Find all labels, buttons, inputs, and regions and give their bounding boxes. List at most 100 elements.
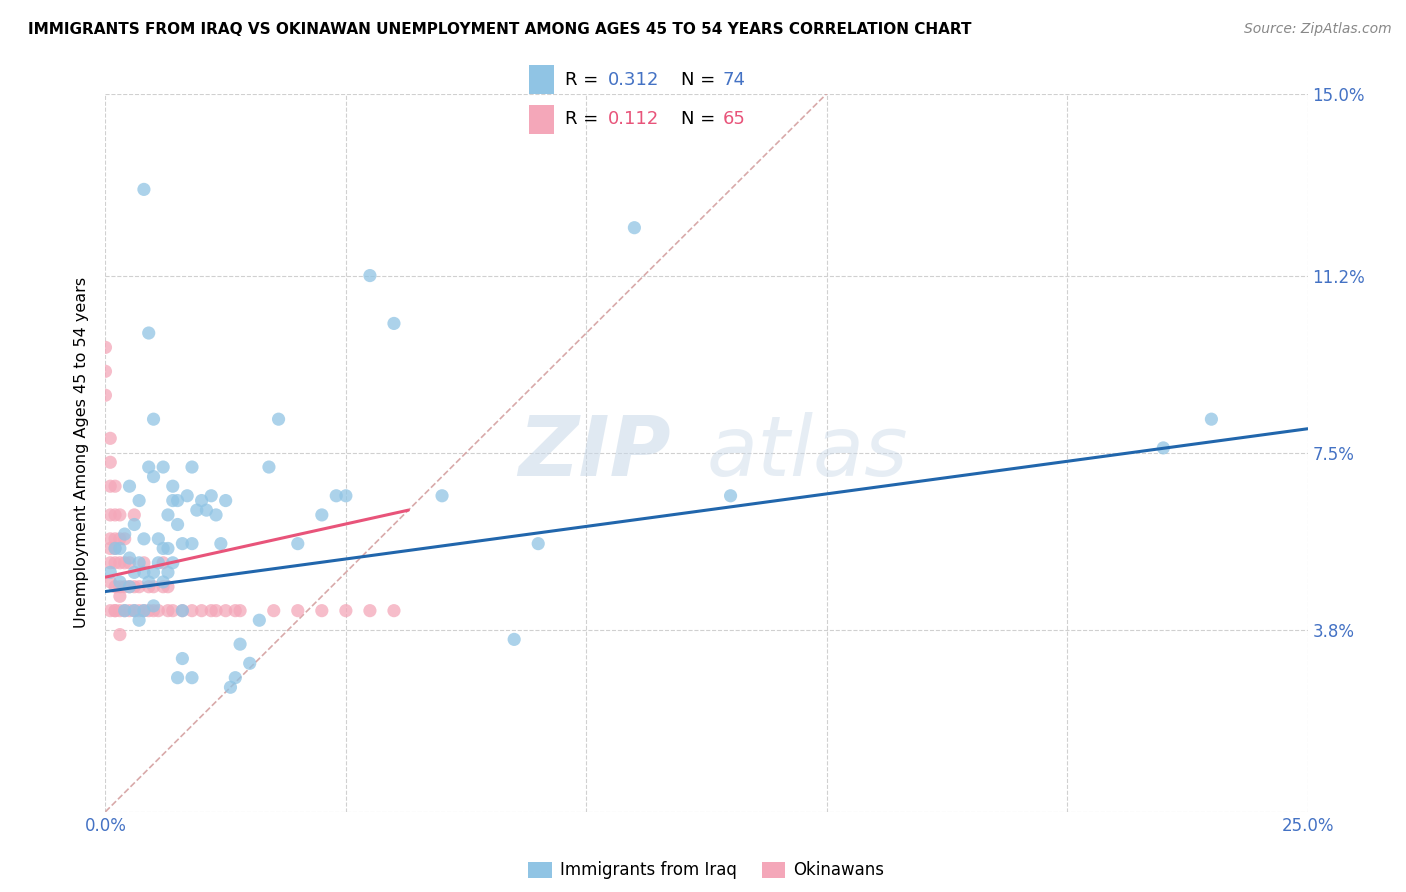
Point xyxy=(148,556,170,570)
Point xyxy=(124,604,146,618)
Point xyxy=(156,541,179,556)
Point xyxy=(98,541,121,556)
Point xyxy=(224,604,246,618)
Point xyxy=(132,556,155,570)
Point xyxy=(114,604,136,618)
Point xyxy=(214,604,236,618)
Point xyxy=(118,479,141,493)
Point xyxy=(172,651,194,665)
Point xyxy=(287,604,309,618)
Point xyxy=(114,604,136,618)
Point xyxy=(156,508,179,522)
Point xyxy=(108,556,131,570)
Point xyxy=(132,604,155,618)
Point xyxy=(118,580,141,594)
Point xyxy=(118,604,141,618)
Point xyxy=(98,508,121,522)
Point xyxy=(118,580,141,594)
Point xyxy=(98,455,121,469)
Point xyxy=(152,460,174,475)
Point xyxy=(108,627,131,641)
Text: R =: R = xyxy=(565,70,605,88)
Point xyxy=(527,536,550,550)
Point xyxy=(98,566,121,580)
Point xyxy=(720,489,742,503)
Point xyxy=(152,556,174,570)
Text: N =: N = xyxy=(681,111,720,128)
Bar xyxy=(529,104,554,134)
Point xyxy=(142,412,165,426)
Point xyxy=(382,317,405,331)
Point xyxy=(623,220,645,235)
Point xyxy=(132,604,155,618)
Point xyxy=(108,589,131,603)
Point xyxy=(132,532,155,546)
Point xyxy=(98,556,121,570)
Point xyxy=(172,604,194,618)
Point xyxy=(142,599,165,613)
Point xyxy=(205,604,228,618)
Point xyxy=(311,604,333,618)
Text: atlas: atlas xyxy=(707,412,908,493)
Point xyxy=(94,364,117,378)
Point xyxy=(162,556,184,570)
Text: 0.112: 0.112 xyxy=(607,111,658,128)
Point xyxy=(124,508,146,522)
Point xyxy=(132,182,155,196)
Point xyxy=(128,613,150,627)
Point xyxy=(114,580,136,594)
Text: 65: 65 xyxy=(723,111,745,128)
Point xyxy=(104,541,127,556)
Point xyxy=(138,574,160,589)
Point xyxy=(166,671,188,685)
Text: 74: 74 xyxy=(723,70,745,88)
Point xyxy=(104,604,127,618)
Point xyxy=(195,503,218,517)
Point xyxy=(104,508,127,522)
Point xyxy=(98,479,121,493)
Point xyxy=(181,604,204,618)
Point xyxy=(104,556,127,570)
Point xyxy=(108,574,131,589)
Point xyxy=(108,541,131,556)
Point xyxy=(219,680,242,694)
Point xyxy=(200,604,222,618)
Point xyxy=(257,460,280,475)
Point xyxy=(247,613,270,627)
Point xyxy=(118,556,141,570)
Point xyxy=(124,566,146,580)
Point xyxy=(156,604,179,618)
Point xyxy=(142,580,165,594)
Point xyxy=(94,340,117,354)
Point xyxy=(181,460,204,475)
Point xyxy=(114,532,136,546)
Point xyxy=(166,517,188,532)
Point xyxy=(229,637,252,651)
Point xyxy=(98,431,121,445)
Point xyxy=(128,580,150,594)
Point xyxy=(108,508,131,522)
Point xyxy=(142,566,165,580)
Point xyxy=(124,604,146,618)
Point xyxy=(152,574,174,589)
Point xyxy=(132,566,155,580)
Legend: Immigrants from Iraq, Okinawans: Immigrants from Iraq, Okinawans xyxy=(522,855,891,886)
Point xyxy=(98,574,121,589)
Bar xyxy=(529,65,554,95)
Point xyxy=(152,541,174,556)
Text: ZIP: ZIP xyxy=(517,412,671,493)
Point xyxy=(124,517,146,532)
Point xyxy=(503,632,526,647)
Point xyxy=(128,556,150,570)
Point xyxy=(335,604,357,618)
Point xyxy=(181,536,204,550)
Point xyxy=(138,460,160,475)
Point xyxy=(325,489,347,503)
Point xyxy=(108,580,131,594)
Point xyxy=(108,604,131,618)
Point xyxy=(239,657,262,671)
Point xyxy=(176,489,198,503)
Point xyxy=(205,508,228,522)
Point xyxy=(152,580,174,594)
Point xyxy=(138,604,160,618)
